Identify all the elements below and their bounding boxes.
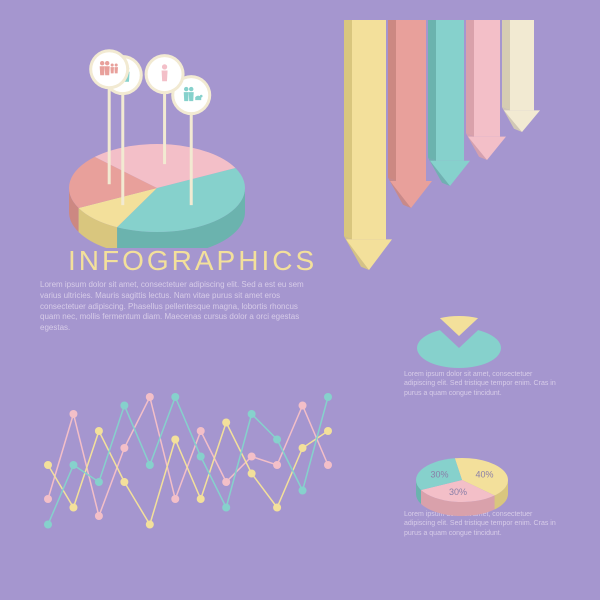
line-marker xyxy=(171,436,179,444)
pie-slice xyxy=(440,316,478,336)
line-marker xyxy=(299,444,307,452)
line-marker xyxy=(95,478,103,486)
line-marker xyxy=(324,393,332,401)
line-marker xyxy=(146,393,154,401)
line-marker xyxy=(222,504,230,512)
line-series xyxy=(48,397,328,525)
line-marker xyxy=(197,453,205,461)
line-marker xyxy=(273,504,281,512)
line-marker xyxy=(69,504,77,512)
pie-label: 40% xyxy=(476,470,494,480)
line-series xyxy=(48,423,328,525)
person-icon xyxy=(162,64,168,81)
line-marker xyxy=(44,461,52,469)
line-marker xyxy=(69,410,77,418)
page-title: INFOGRAPHICS xyxy=(68,245,317,277)
line-marker xyxy=(248,410,256,418)
line-marker xyxy=(248,470,256,478)
main-paragraph: Lorem ipsum dolor sit amet, consectetuer… xyxy=(40,280,316,334)
line-chart xyxy=(38,370,338,560)
line-marker xyxy=(44,521,52,529)
line-marker xyxy=(120,402,128,410)
line-marker xyxy=(146,461,154,469)
line-marker xyxy=(120,444,128,452)
arrow-bar xyxy=(436,20,464,161)
line-marker xyxy=(171,495,179,503)
line-marker xyxy=(273,436,281,444)
line-marker xyxy=(95,427,103,435)
pie-label: 30% xyxy=(430,470,448,480)
line-marker xyxy=(299,487,307,495)
small-pie-1 xyxy=(404,310,524,380)
main-pie-chart xyxy=(52,28,262,248)
line-marker xyxy=(120,478,128,486)
line-marker xyxy=(273,461,281,469)
line-marker xyxy=(44,495,52,503)
pie-label: 30% xyxy=(449,487,467,497)
line-marker xyxy=(222,419,230,427)
arrow-bar xyxy=(474,20,500,137)
line-marker xyxy=(171,393,179,401)
line-marker xyxy=(95,512,103,520)
line-marker xyxy=(197,495,205,503)
line-marker xyxy=(146,521,154,529)
line-marker xyxy=(222,478,230,486)
line-marker xyxy=(248,453,256,461)
line-marker xyxy=(324,461,332,469)
small-pie-2: 40% 30%30% xyxy=(404,440,524,520)
line-marker xyxy=(324,427,332,435)
arrows-chart xyxy=(340,20,570,290)
arrow-bar xyxy=(510,20,534,110)
arrow-bar xyxy=(352,20,386,239)
line-marker xyxy=(197,427,205,435)
line-marker xyxy=(299,402,307,410)
line-marker xyxy=(69,461,77,469)
arrow-bar xyxy=(396,20,426,181)
